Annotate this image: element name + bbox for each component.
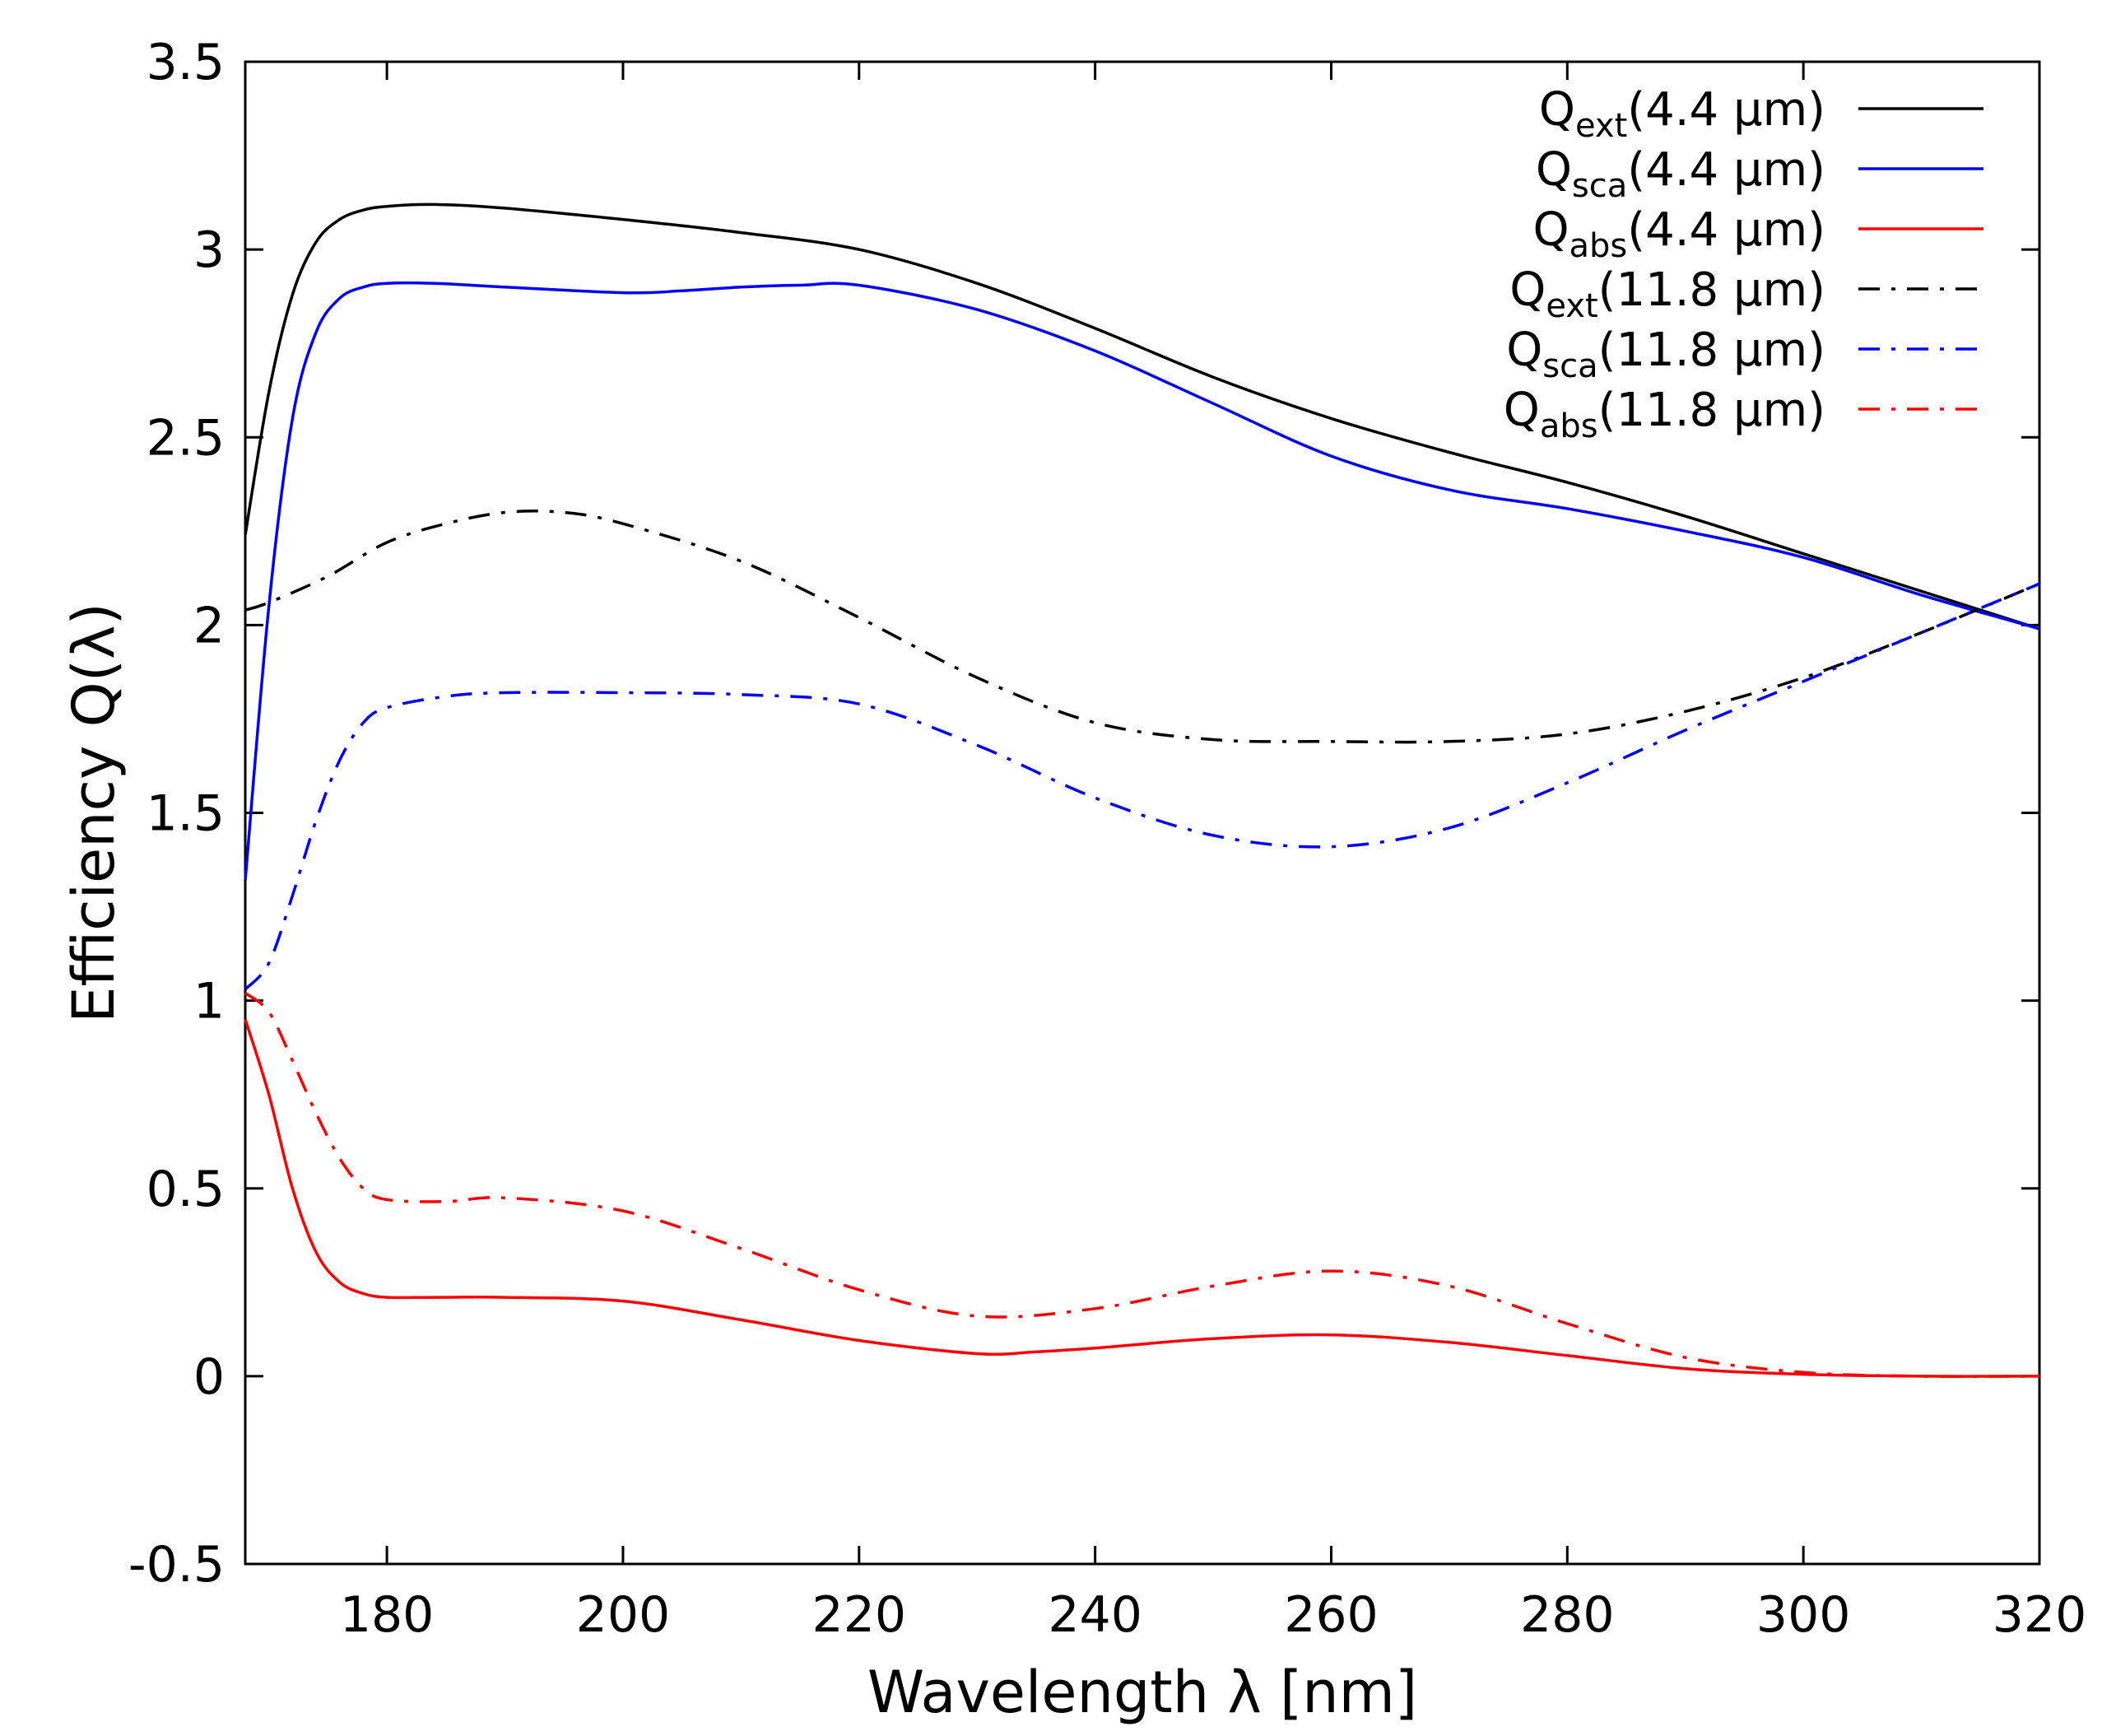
legend-label: Qabs(4.4 μm) — [1532, 203, 1825, 265]
series-line-4 — [244, 510, 2040, 744]
x-tick-label: 260 — [1284, 1586, 1379, 1644]
series-line-3 — [244, 1018, 2040, 1378]
x-tick-label: 220 — [812, 1586, 907, 1644]
y-tick-label: 1 — [193, 973, 225, 1031]
series-line-6 — [244, 992, 2040, 1378]
legend-label: Qsca(11.8 μm) — [1506, 323, 1825, 385]
y-tick-label: 1.5 — [146, 785, 225, 843]
x-tick-label: 280 — [1520, 1586, 1615, 1644]
series-line-2 — [244, 281, 2040, 881]
x-axis-label: Wavelength λ [nm] — [867, 1659, 1417, 1726]
y-axis-ticks: -0.5 0 0.5 1 1.5 2 2.5 3 3.5 — [128, 34, 2039, 1594]
y-axis-label: Efficiency Q(λ) — [60, 603, 128, 1023]
y-tick-label: 0 — [193, 1348, 225, 1406]
y-tick-label: -0.5 — [128, 1536, 225, 1594]
x-tick-label: 180 — [340, 1586, 435, 1644]
legend: Qext(4.4 μm)Qsca(4.4 μm)Qabs(4.4 μm)Qext… — [1504, 83, 1983, 445]
x-tick-label: 300 — [1756, 1586, 1851, 1644]
legend-label: Qabs(11.8 μm) — [1504, 384, 1825, 445]
y-tick-label: 2.5 — [146, 409, 225, 467]
y-tick-label: 3 — [193, 221, 225, 279]
legend-label: Qsca(4.4 μm) — [1536, 143, 1825, 205]
series-line-1 — [244, 202, 2040, 631]
x-tick-label: 240 — [1048, 1586, 1142, 1644]
series-layer — [244, 202, 2040, 1378]
series-line-5 — [244, 582, 2040, 991]
x-tick-label: 200 — [576, 1586, 671, 1644]
x-tick-label: 320 — [1993, 1586, 2087, 1644]
y-tick-label: 3.5 — [146, 34, 225, 91]
legend-label: Qext(4.4 μm) — [1539, 83, 1825, 145]
legend-label: Qext(11.8 μm) — [1509, 263, 1825, 325]
y-tick-label: 0.5 — [146, 1161, 225, 1218]
y-tick-label: 2 — [193, 597, 225, 654]
x-axis-ticks: 180 200 220 240 260 280 300 320 — [340, 62, 2086, 1644]
